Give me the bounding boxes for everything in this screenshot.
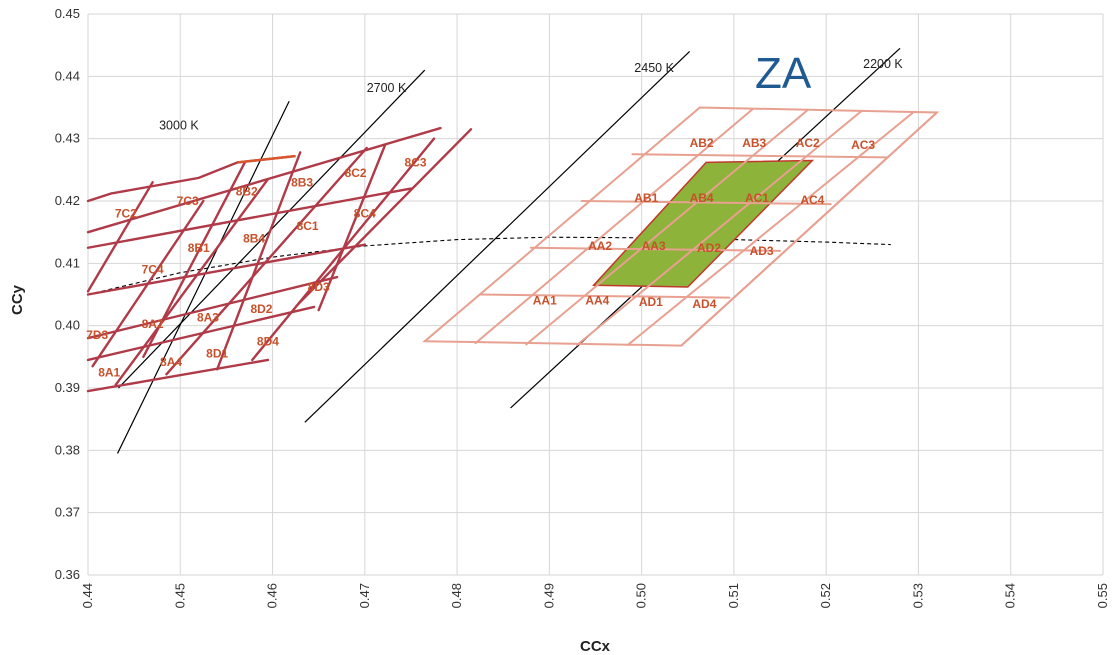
x-axis-title: CCx [580, 638, 611, 655]
bin-label: AA4 [585, 294, 609, 308]
bin-column-line [626, 110, 915, 346]
bin-label: AA1 [533, 294, 557, 308]
y-axis-title: CCy [9, 284, 26, 315]
bin-label: 8C2 [345, 166, 367, 180]
bin-label: 8A1 [98, 365, 120, 379]
bin-label: 8D3 [308, 280, 330, 294]
bin-column-line [91, 199, 205, 368]
bin-column-line [114, 177, 270, 387]
bin-label: AA2 [588, 239, 612, 253]
x-tick-label: 0.47 [357, 583, 372, 608]
bin-label: 8A4 [160, 355, 182, 369]
bin-label: AB2 [690, 136, 714, 150]
bin-column-line [474, 108, 754, 345]
bin-column-line [576, 110, 863, 346]
bin-top-edge [110, 154, 296, 195]
bin-top-edge-highlight [237, 154, 296, 164]
bin-column-line [525, 108, 809, 346]
bin-column-line [86, 181, 154, 293]
y-tick-label: 0.38 [55, 442, 80, 457]
x-tick-label: 0.49 [541, 583, 556, 608]
x-tick-label: 0.52 [818, 583, 833, 608]
highlighted-bin-region [592, 159, 815, 288]
bin-label: AC2 [796, 136, 820, 150]
cct-label: 2700 K [367, 81, 407, 95]
bin-label: AA3 [642, 239, 666, 253]
bin-row-line [86, 275, 339, 340]
y-tick-label: 0.41 [55, 255, 80, 270]
bin-label: AB4 [690, 191, 714, 205]
bin-label: 8C4 [354, 206, 376, 220]
y-tick-label: 0.39 [55, 380, 80, 395]
bin-row-line [86, 192, 113, 203]
bin-label: AC4 [800, 193, 824, 207]
right-bin-grid [422, 106, 940, 347]
axis-ticks: 0.44 0.45 0.46 0.47 0.48 0.49 0.50 0.51 0.52 0.53… [55, 6, 1110, 608]
bin-label: 8C1 [297, 219, 319, 233]
bin-label: AD4 [692, 297, 716, 311]
bin-label: 8A3 [197, 311, 219, 325]
cct-line [116, 101, 290, 454]
bin-column-line [297, 128, 473, 306]
bin-row-line [86, 358, 270, 393]
bin-label: 8C3 [405, 155, 427, 169]
cct-label: 2450 K [634, 61, 674, 75]
cct-label: 2200 K [863, 57, 903, 71]
bin-label: 7D3 [86, 328, 108, 342]
bin-label: 7C2 [115, 206, 137, 220]
bin-column-line [317, 143, 387, 312]
bin-label: 8D4 [257, 334, 279, 348]
bin-column-line [142, 161, 247, 359]
x-tick-label: 0.44 [80, 583, 95, 608]
bin-label: AD3 [750, 244, 774, 258]
y-tick-label: 0.37 [55, 505, 80, 520]
bin-column-line [215, 151, 302, 371]
bin-label: 8D1 [206, 347, 228, 361]
bin-label: 8B4 [243, 231, 265, 245]
bin-label: 8B2 [236, 185, 258, 199]
bin-label: AD1 [639, 295, 663, 309]
cct-line [304, 50, 691, 423]
y-tick-label: 0.36 [55, 567, 80, 582]
bin-label: 8B3 [291, 175, 313, 189]
bin-row-line [580, 200, 832, 206]
bin-row-line [631, 153, 888, 159]
bin-labels: 7C2 7C3 8B2 8B3 8C2 8C3 7C4 8B1 8B4 8C1 8C4 8A2 8A3 8… [86, 136, 875, 379]
bin-column-line [680, 111, 938, 347]
bin-row-line [529, 246, 782, 252]
bin-label: AB3 [742, 136, 766, 150]
bin-label: 7C4 [142, 263, 164, 277]
bin-row-line [86, 243, 367, 296]
bin-column-line [165, 146, 368, 376]
x-tick-label: 0.54 [1003, 583, 1018, 608]
x-tick-label: 0.51 [726, 583, 741, 608]
x-tick-label: 0.55 [1095, 583, 1110, 608]
y-tick-label: 0.44 [55, 68, 80, 83]
bin-label: AB1 [634, 191, 658, 205]
y-tick-label: 0.43 [55, 131, 80, 146]
grid [87, 13, 1104, 576]
y-tick-label: 0.40 [55, 318, 80, 333]
left-bin-grid [86, 126, 473, 393]
x-tick-label: 0.46 [265, 583, 280, 608]
x-tick-label: 0.45 [172, 583, 187, 608]
bin-label: AC1 [745, 191, 769, 205]
y-tick-label: 0.45 [55, 6, 80, 21]
x-tick-label: 0.50 [634, 583, 649, 608]
blackbody-curve [87, 236, 891, 296]
bin-label: AD2 [697, 241, 721, 255]
bin-label: 8B1 [188, 241, 210, 255]
bin-label: 7C3 [177, 194, 199, 208]
bin-row-line [86, 126, 442, 234]
bin-label: 8A2 [142, 317, 164, 331]
bin-label: AC3 [851, 138, 875, 152]
x-tick-label: 0.48 [449, 583, 464, 608]
cct-label: 3000 K [159, 118, 199, 132]
bin-label: 8D2 [250, 302, 272, 316]
x-tick-label: 0.53 [910, 583, 925, 608]
bin-row-line [86, 187, 413, 249]
series-label: ZA [755, 49, 812, 98]
y-tick-label: 0.42 [55, 193, 80, 208]
